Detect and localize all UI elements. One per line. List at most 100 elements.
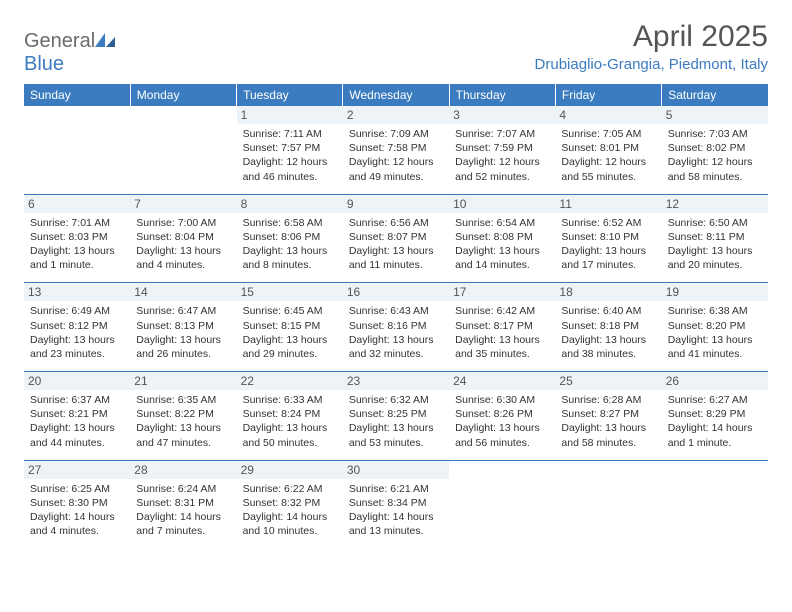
calendar-cell: 5Sunrise: 7:03 AMSunset: 8:02 PMDaylight…: [662, 106, 768, 194]
calendar-cell: 15Sunrise: 6:45 AMSunset: 8:15 PMDayligh…: [237, 283, 343, 372]
day-details: Sunrise: 6:47 AMSunset: 8:13 PMDaylight:…: [136, 304, 230, 361]
calendar-cell: 14 Sunrise: 6:47 AMSunset: 8:13 PMDayligh…: [130, 283, 236, 372]
calendar-cell: 28Sunrise: 6:24 AMSunset: 8:31 PMDayligh…: [130, 460, 236, 548]
calendar-cell: 17Sunrise: 6:42 AMSunset: 8:17 PMDayligh…: [449, 283, 555, 372]
day-header: Wednesday: [343, 84, 449, 106]
sunrise-text: Sunrise: 6:49 AM: [30, 304, 124, 318]
calendar-cell: 24Sunrise: 6:30 AMSunset: 8:26 PMDayligh…: [449, 372, 555, 461]
calendar-cell: 23Sunrise: 6:32 AMSunset: 8:25 PMDayligh…: [343, 372, 449, 461]
day-number: 25: [555, 372, 661, 390]
logo: GeneralBlue: [24, 20, 117, 76]
day-details: Sunrise: 7:03 AMSunset: 8:02 PMDaylight:…: [668, 127, 762, 184]
daylight-text: Daylight: 13 hours and 17 minutes.: [561, 244, 655, 272]
day-number: 14: [130, 283, 236, 301]
sunrise-text: Sunrise: 7:01 AM: [30, 216, 124, 230]
sunset-text: Sunset: 8:17 PM: [455, 319, 549, 333]
day-number: 7: [130, 195, 236, 213]
sunset-text: Sunset: 8:30 PM: [30, 496, 124, 510]
day-details: Sunrise: 7:01 AMSunset: 8:03 PMDaylight:…: [30, 216, 124, 273]
day-number: 8: [237, 195, 343, 213]
sunrise-text: Sunrise: 6:27 AM: [668, 393, 762, 407]
calendar-cell: 30Sunrise: 6:21 AMSunset: 8:34 PMDayligh…: [343, 460, 449, 548]
sunset-text: Sunset: 8:06 PM: [243, 230, 337, 244]
calendar-cell: [555, 460, 661, 548]
daylight-text: Daylight: 12 hours and 52 minutes.: [455, 155, 549, 183]
sunset-text: Sunset: 8:07 PM: [349, 230, 443, 244]
day-number: 18: [555, 283, 661, 301]
daylight-text: Daylight: 13 hours and 50 minutes.: [243, 421, 337, 449]
sunrise-text: Sunrise: 7:05 AM: [561, 127, 655, 141]
day-details: Sunrise: 6:56 AMSunset: 8:07 PMDaylight:…: [349, 216, 443, 273]
calendar-cell: 12 Sunrise: 6:50 AMSunset: 8:11 PMDayligh…: [662, 194, 768, 283]
daylight-text: Daylight: 13 hours and 58 minutes.: [561, 421, 655, 449]
sunset-text: Sunset: 8:04 PM: [136, 230, 230, 244]
sunrise-text: Sunrise: 6:21 AM: [349, 482, 443, 496]
daylight-text: Daylight: 13 hours and 14 minutes.: [455, 244, 549, 272]
sunset-text: Sunset: 8:22 PM: [136, 407, 230, 421]
location-label: Drubiaglio-Grangia, Piedmont, Italy: [535, 56, 768, 73]
sunrise-text: Sunrise: 6:43 AM: [349, 304, 443, 318]
daylight-text: Daylight: 13 hours and 8 minutes.: [243, 244, 337, 272]
day-details: Sunrise: 6:54 AMSunset: 8:08 PMDaylight:…: [455, 216, 549, 273]
day-details: Sunrise: 6:40 AMSunset: 8:18 PMDaylight:…: [561, 304, 655, 361]
sunset-text: Sunset: 8:11 PM: [668, 230, 762, 244]
calendar-cell: [24, 106, 130, 194]
calendar-cell: 16Sunrise: 6:43 AMSunset: 8:16 PMDayligh…: [343, 283, 449, 372]
daylight-text: Daylight: 13 hours and 4 minutes.: [136, 244, 230, 272]
sunrise-text: Sunrise: 6:33 AM: [243, 393, 337, 407]
calendar-page: GeneralBlue April 2025 Drubiaglio-Grangi…: [0, 0, 792, 568]
calendar-cell: [449, 460, 555, 548]
day-number: 12: [662, 195, 768, 213]
day-number: 9: [343, 195, 449, 213]
daylight-text: Daylight: 13 hours and 1 minute.: [30, 244, 124, 272]
day-header: Monday: [130, 84, 236, 106]
day-details: Sunrise: 6:30 AMSunset: 8:26 PMDaylight:…: [455, 393, 549, 450]
calendar-cell: 20Sunrise: 6:37 AMSunset: 8:21 PMDayligh…: [24, 372, 130, 461]
day-number: 3: [449, 106, 555, 124]
day-number: 1: [237, 106, 343, 124]
daylight-text: Daylight: 13 hours and 29 minutes.: [243, 333, 337, 361]
day-number: 30: [343, 461, 449, 479]
logo-text-blue: Blue: [24, 53, 64, 75]
day-number: [24, 106, 130, 110]
day-details: Sunrise: 6:37 AMSunset: 8:21 PMDaylight:…: [30, 393, 124, 450]
daylight-text: Daylight: 13 hours and 11 minutes.: [349, 244, 443, 272]
day-number: 19: [662, 283, 768, 301]
daylight-text: Daylight: 14 hours and 13 minutes.: [349, 510, 443, 538]
sunrise-text: Sunrise: 6:50 AM: [668, 216, 762, 230]
sunrise-text: Sunrise: 6:30 AM: [455, 393, 549, 407]
day-number: 6: [24, 195, 130, 213]
daylight-text: Daylight: 14 hours and 4 minutes.: [30, 510, 124, 538]
page-header: GeneralBlue April 2025 Drubiaglio-Grangi…: [24, 20, 768, 76]
sunset-text: Sunset: 8:12 PM: [30, 319, 124, 333]
day-details: Sunrise: 6:58 AMSunset: 8:06 PMDaylight:…: [243, 216, 337, 273]
calendar-cell: 9 Sunrise: 6:56 AMSunset: 8:07 PMDaylight…: [343, 194, 449, 283]
logo-sail-icon: [95, 30, 117, 53]
day-number: [449, 461, 555, 465]
calendar-cell: 29Sunrise: 6:22 AMSunset: 8:32 PMDayligh…: [237, 460, 343, 548]
day-number: 2: [343, 106, 449, 124]
sunrise-text: Sunrise: 6:24 AM: [136, 482, 230, 496]
calendar-cell: 7Sunrise: 7:00 AMSunset: 8:04 PMDaylight…: [130, 194, 236, 283]
sunrise-text: Sunrise: 6:54 AM: [455, 216, 549, 230]
day-number: 28: [130, 461, 236, 479]
daylight-text: Daylight: 14 hours and 7 minutes.: [136, 510, 230, 538]
day-header: Tuesday: [237, 84, 343, 106]
day-header: Saturday: [662, 84, 768, 106]
day-details: Sunrise: 6:42 AMSunset: 8:17 PMDaylight:…: [455, 304, 549, 361]
calendar-cell: 10Sunrise: 6:54 AMSunset: 8:08 PMDayligh…: [449, 194, 555, 283]
calendar-cell: 4Sunrise: 7:05 AMSunset: 8:01 PMDaylight…: [555, 106, 661, 194]
calendar-body: 1Sunrise: 7:11 AMSunset: 7:57 PMDaylight…: [24, 106, 768, 548]
sunrise-text: Sunrise: 6:32 AM: [349, 393, 443, 407]
calendar-cell: 6 Sunrise: 7:01 AMSunset: 8:03 PMDaylight…: [24, 194, 130, 283]
sunrise-text: Sunrise: 7:07 AM: [455, 127, 549, 141]
day-details: Sunrise: 6:45 AMSunset: 8:15 PMDaylight:…: [243, 304, 337, 361]
sunrise-text: Sunrise: 6:40 AM: [561, 304, 655, 318]
sunrise-text: Sunrise: 6:22 AM: [243, 482, 337, 496]
sunset-text: Sunset: 7:57 PM: [243, 141, 337, 155]
daylight-text: Daylight: 13 hours and 20 minutes.: [668, 244, 762, 272]
sunset-text: Sunset: 7:59 PM: [455, 141, 549, 155]
sunrise-text: Sunrise: 6:56 AM: [349, 216, 443, 230]
sunset-text: Sunset: 8:32 PM: [243, 496, 337, 510]
sunrise-text: Sunrise: 7:09 AM: [349, 127, 443, 141]
